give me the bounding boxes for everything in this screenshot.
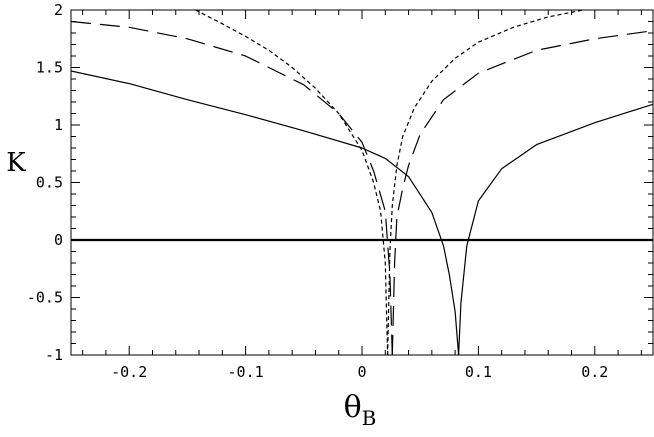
ticks-layer (71, 9, 653, 356)
x-tick-label: 0.1 (465, 363, 492, 381)
y-tick-label: -1 (45, 346, 63, 364)
y-tick-label: 1.5 (36, 59, 63, 77)
y-tick-label: 0.5 (36, 174, 63, 192)
series-short-dash-line-1 (195, 10, 389, 355)
x-tick-label: -0.2 (111, 363, 147, 381)
y-tick-label: 1 (54, 116, 63, 134)
plot-frame (70, 9, 654, 356)
y-tick-label: 0 (54, 231, 63, 249)
x-axis-label-main: θ (344, 390, 362, 425)
y-tick-label: -0.5 (27, 289, 63, 307)
series-short-dash-line-2 (387, 10, 584, 355)
x-axis-label-subscript: B (362, 406, 377, 430)
y-tick-label: 2 (54, 1, 63, 19)
series-layer (71, 10, 653, 355)
tick-labels-layer: -0.2 -0.1 0 0.1 0.2 -1 -0.5 0 0.5 1 1.5 2 (27, 1, 608, 381)
series-solid-line-2 (458, 103, 653, 355)
x-axis-label: θB (344, 390, 377, 430)
x-tick-label: 0 (357, 363, 366, 381)
x-tick-label: 0.2 (581, 363, 608, 381)
series-long-dash-line-2 (391, 30, 653, 355)
series-solid-line-1 (71, 70, 460, 355)
series-long-dash-line-1 (71, 20, 393, 355)
y-axis-label: K (6, 148, 26, 178)
x-tick-label: -0.1 (228, 363, 264, 381)
